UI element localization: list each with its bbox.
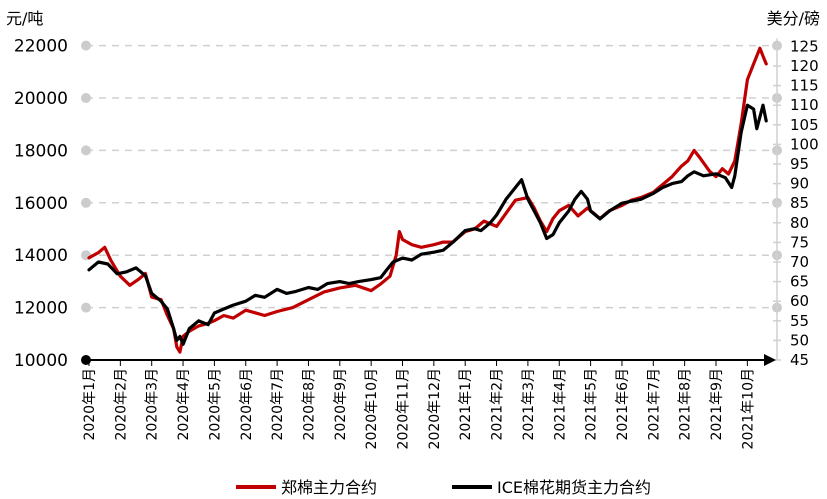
right-axis-unit: 美分/磅: [767, 9, 820, 28]
right-tick-label: 85: [790, 194, 809, 212]
right-tick-label: 120: [790, 57, 819, 75]
right-tick-label: 90: [790, 175, 809, 193]
right-tick-label: 70: [790, 253, 809, 271]
right-tick-label: 110: [790, 96, 819, 114]
x-tick-label: 2020年1月: [82, 368, 98, 441]
x-tick-label: 2020年10月: [364, 368, 380, 449]
gridline-dot: [81, 302, 91, 313]
x-tick-label: 2021年7月: [646, 368, 662, 441]
x-axis-arrow: [764, 354, 776, 366]
legend: 郑棉主力合约 ICE棉花期货主力合约: [236, 478, 651, 497]
gridlines: [81, 40, 782, 313]
axes: [81, 38, 781, 366]
x-tick-label: 2021年2月: [490, 368, 506, 441]
left-y-axis-ticks: 10000 12000 14000 16000 18000 20000 22000: [14, 37, 68, 371]
x-tick-label: 2020年4月: [176, 368, 192, 441]
x-tick-label: 2020年3月: [145, 368, 161, 441]
right-tick-label: 45: [790, 351, 809, 369]
left-axis-unit: 元/吨: [6, 9, 43, 28]
legend-label-2: ICE棉花期货主力合约: [497, 478, 651, 497]
x-tick-label: 2021年6月: [615, 368, 631, 441]
left-tick-label: 16000: [14, 194, 68, 214]
right-tick-label: 75: [790, 233, 809, 251]
gridline-dot: [81, 145, 91, 156]
right-tick-label: 115: [790, 77, 819, 95]
legend-label-1: 郑棉主力合约: [281, 478, 377, 497]
x-axis-ticks: 2020年1月 2020年2月 2020年3月 2020年4月 2020年5月 2020年…: [82, 368, 756, 449]
x-tick-label: 2021年5月: [584, 368, 600, 441]
left-tick-label: 12000: [14, 299, 68, 319]
x-tick-label: 2020年7月: [270, 368, 286, 441]
x-tick-label: 2020年6月: [239, 368, 255, 441]
series-line-2: [87, 103, 768, 346]
x-tick-label: 2021年3月: [521, 368, 537, 441]
x-tick-label: 2020年9月: [333, 368, 349, 441]
x-tick-label: 2021年4月: [552, 368, 568, 441]
series-lines: [87, 46, 768, 354]
left-tick-label: 20000: [14, 89, 68, 109]
gridline-dot: [81, 40, 91, 51]
right-tick-label: 125: [790, 37, 819, 55]
left-tick-label: 18000: [14, 141, 68, 161]
x-tick-label: 2021年10月: [740, 368, 756, 449]
x-tick-label: 2020年5月: [207, 368, 223, 441]
left-tick-label: 14000: [14, 246, 68, 266]
gridline-dot: [81, 93, 91, 103]
right-tick-label: 55: [790, 312, 809, 330]
right-tick-label: 100: [790, 135, 819, 153]
x-tick-label: 2021年8月: [678, 368, 694, 441]
right-tick-label: 105: [790, 116, 819, 134]
right-tick-label: 60: [790, 292, 809, 310]
x-tick-label: 2021年9月: [709, 368, 725, 441]
left-tick-label: 10000: [14, 351, 68, 371]
left-tick-label: 22000: [14, 37, 68, 57]
x-tick-label: 2020年2月: [113, 368, 129, 441]
x-tick-label: 2021年1月: [458, 368, 474, 441]
right-tick-label: 65: [790, 273, 809, 291]
gridline-dot: [81, 197, 91, 208]
right-tick-label: 95: [790, 155, 809, 173]
right-tick-label: 80: [790, 214, 809, 232]
x-tick-label: 2020年8月: [301, 368, 317, 441]
right-tick-label: 50: [790, 331, 809, 349]
x-tick-label: 2020年12月: [427, 368, 443, 449]
series-line-1: [87, 46, 768, 354]
x-tick-label: 2020年11月: [396, 368, 412, 449]
